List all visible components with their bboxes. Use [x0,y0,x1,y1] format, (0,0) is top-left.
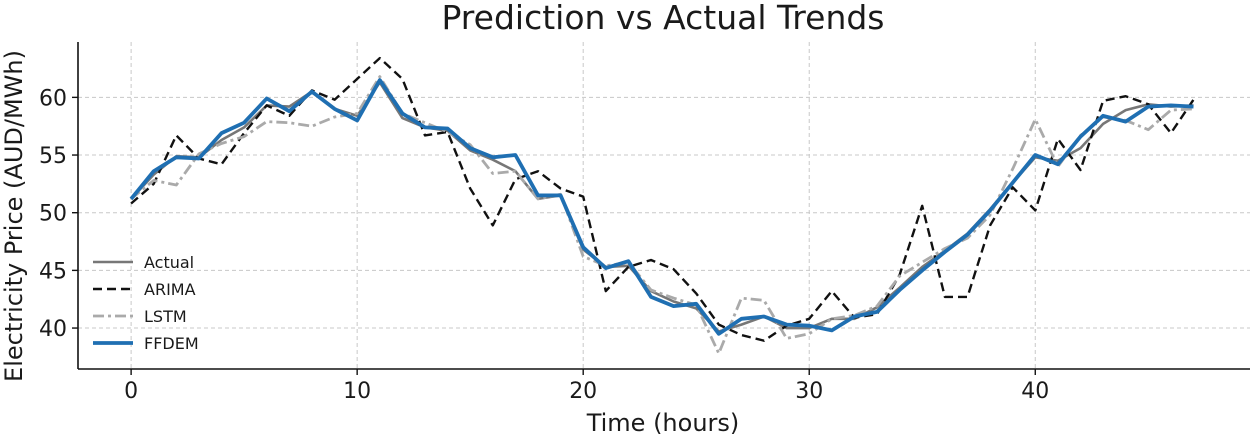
grid [78,42,1250,369]
x-tick-label: 0 [124,379,138,404]
legend-label-arima: ARIMA [144,280,196,299]
x-axis-label: Time (hours) [586,409,740,437]
axes: 0 10 20 30 40 40 45 50 55 60 [39,42,1250,404]
legend-label-lstm: LSTM [144,307,187,326]
x-tick-label: 40 [1021,379,1049,404]
x-tick-label: 30 [795,379,823,404]
y-tick-label: 55 [39,144,67,169]
series-line-lstm [130,75,1194,355]
chart-title: Prediction vs Actual Trends [441,0,884,37]
x-tick-label: 10 [343,379,371,404]
legend: Actual ARIMA LSTM FFDEM [93,253,199,353]
series-line-arima [130,56,1195,342]
y-tick-label: 40 [39,317,67,342]
y-tick-label: 60 [39,86,67,111]
x-tick-label: 20 [569,379,597,404]
y-tick-label: 45 [39,259,67,284]
y-axis-label: Electricity Price (AUD/MWh) [0,50,28,382]
legend-label-actual: Actual [144,253,194,272]
plot-lines [129,56,1195,355]
y-tick-label: 50 [39,202,67,227]
series-line-ffdem [129,78,1194,336]
legend-label-ffdem: FFDEM [144,334,199,353]
